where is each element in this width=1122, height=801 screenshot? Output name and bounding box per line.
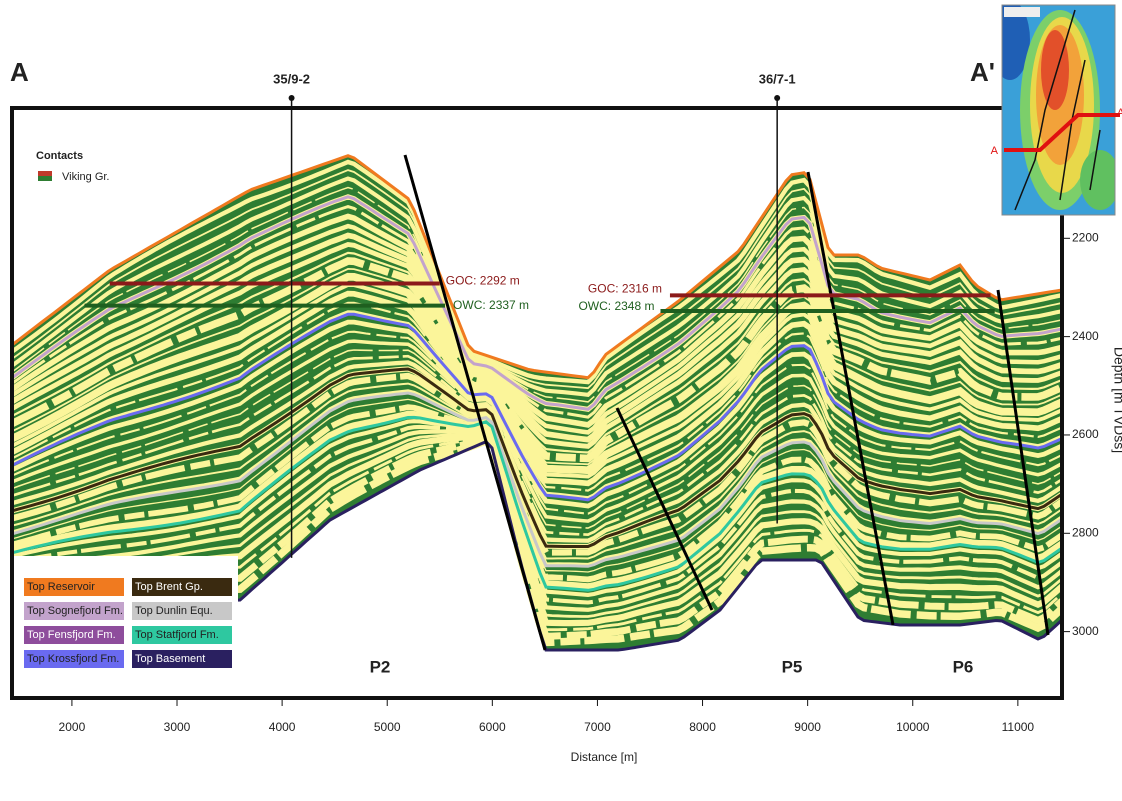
y-tick-label: 3000 bbox=[1072, 624, 1099, 638]
horizon bbox=[12, 415, 1062, 592]
horizon bbox=[12, 391, 1062, 568]
x-tick-label: 9000 bbox=[794, 720, 821, 734]
legend-label: Top Reservoir bbox=[27, 581, 95, 593]
sand-layer bbox=[12, 424, 1062, 612]
horizon bbox=[12, 312, 1062, 502]
legend-swatch bbox=[24, 602, 124, 620]
x-tick-label: 2000 bbox=[59, 720, 86, 734]
horizon bbox=[12, 367, 1062, 548]
sand-layer bbox=[12, 422, 1062, 605]
contact-label: GOC: 2292 m bbox=[446, 274, 520, 288]
legend-label: Top Krossfjord Fm. bbox=[27, 653, 119, 665]
contact-label: OWC: 2348 m bbox=[578, 299, 654, 313]
y-tick-label: 2200 bbox=[1072, 230, 1099, 244]
map-label: A bbox=[991, 145, 999, 157]
x-tick-label: 3000 bbox=[164, 720, 191, 734]
fault bbox=[615, 407, 714, 611]
x-tick-label: 5000 bbox=[374, 720, 401, 734]
sand-layer bbox=[12, 213, 1062, 428]
sand-layer bbox=[12, 241, 1062, 449]
panel-label: P2 bbox=[370, 657, 391, 676]
legend-label: Top Sognefjord Fm. bbox=[27, 605, 123, 617]
x-tick-label: 11000 bbox=[1002, 720, 1035, 734]
x-tick-label: 8000 bbox=[689, 720, 716, 734]
contact-label: OWC: 2337 m bbox=[453, 298, 529, 312]
map-label: A' bbox=[1117, 107, 1122, 119]
legend-title: Contacts bbox=[36, 150, 83, 162]
sand-layer bbox=[12, 319, 1062, 509]
panel-label: P6 bbox=[953, 657, 974, 676]
legend-swatch bbox=[132, 626, 232, 644]
geology bbox=[12, 154, 1062, 652]
x-tick-label: 7000 bbox=[584, 720, 611, 734]
legend-label: Top Statfjord Fm. bbox=[135, 629, 219, 641]
y-axis-label: Depth [m TVDss] bbox=[1111, 347, 1122, 453]
panel-label: P5 bbox=[782, 657, 803, 676]
fault bbox=[806, 171, 895, 626]
sand-layer bbox=[12, 159, 1062, 385]
sand-layer bbox=[12, 283, 1062, 479]
sand-layer bbox=[12, 349, 1062, 529]
section-end: A' bbox=[970, 57, 995, 87]
legend-swatch bbox=[38, 171, 52, 176]
legend-label: Top Basement bbox=[135, 653, 205, 665]
sand-layer bbox=[12, 251, 1062, 454]
well-name: 36/7-1 bbox=[759, 71, 796, 86]
legend-label: Viking Gr. bbox=[62, 171, 110, 183]
legend-swatch bbox=[38, 176, 52, 181]
inset-map bbox=[1001, 4, 1120, 216]
well-marker bbox=[774, 95, 781, 101]
fault bbox=[996, 289, 1050, 636]
sand-layer bbox=[12, 223, 1062, 435]
x-axis-label: Distance [m] bbox=[571, 750, 638, 764]
sand-layer bbox=[12, 169, 1062, 390]
legend-swatch bbox=[132, 578, 232, 596]
well-name: 35/9-2 bbox=[273, 71, 310, 86]
x-tick-label: 4000 bbox=[269, 720, 296, 734]
sand-layer bbox=[12, 372, 1062, 556]
legend-label: Top Fensfjord Fm. bbox=[27, 629, 116, 641]
legend-swatch bbox=[24, 578, 124, 596]
legend-swatch bbox=[24, 626, 124, 644]
legend-box bbox=[14, 556, 238, 694]
sand-layer bbox=[12, 272, 1062, 475]
sand-layer bbox=[12, 257, 1062, 463]
legend-swatch bbox=[132, 650, 232, 668]
legend-label: Top Brent Gp. bbox=[135, 581, 203, 593]
y-tick-label: 2400 bbox=[1072, 329, 1099, 343]
sand-layer bbox=[12, 290, 1062, 487]
sand-layer bbox=[12, 186, 1062, 403]
x-tick-label: 6000 bbox=[479, 720, 506, 734]
y-tick-label: 2600 bbox=[1072, 427, 1099, 441]
horizon bbox=[12, 195, 1062, 411]
y-tick-label: 2800 bbox=[1072, 525, 1099, 539]
section-start: A bbox=[10, 57, 29, 87]
plot-frame bbox=[10, 106, 1064, 700]
sand-layer bbox=[12, 354, 1062, 536]
sand-layer bbox=[12, 232, 1062, 443]
x-tick-label: 10000 bbox=[896, 720, 930, 734]
contact-label: GOC: 2316 m bbox=[588, 281, 662, 295]
sand-layer bbox=[12, 330, 1062, 515]
sand-layer bbox=[12, 339, 1062, 523]
well-marker bbox=[288, 95, 295, 101]
fault bbox=[403, 154, 547, 651]
sand-layer bbox=[12, 301, 1062, 492]
legend-swatch bbox=[24, 650, 124, 668]
legend-swatch bbox=[132, 602, 232, 620]
horizon bbox=[12, 154, 1062, 380]
legend-label: Top Dunlin Equ. bbox=[135, 605, 213, 617]
